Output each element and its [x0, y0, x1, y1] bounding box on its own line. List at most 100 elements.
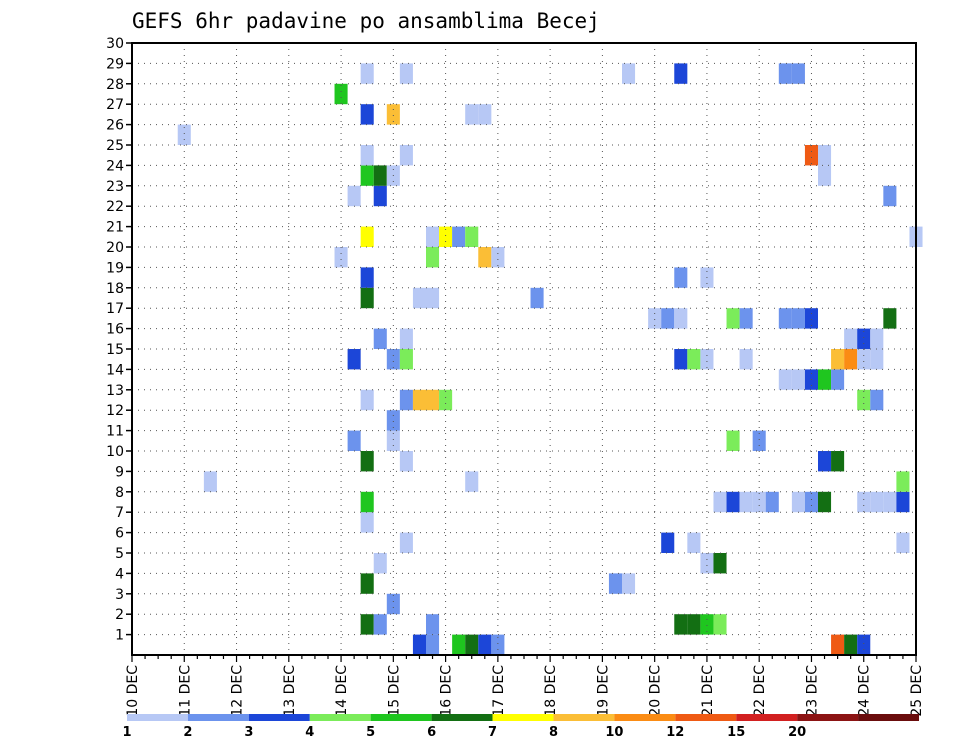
- heatmap-cell: [373, 165, 387, 186]
- heatmap-cell: [844, 634, 858, 655]
- heatmap-cell: [752, 491, 766, 513]
- heatmap-cell: [791, 308, 805, 329]
- x-axis: 10 DEC 11 DEC 12 DEC 13 DEC 14 DEC 15 DEC 16 D…: [125, 655, 925, 717]
- y-tick-label: 9: [115, 464, 124, 480]
- x-tick-label: 21 DEC: [700, 665, 716, 717]
- heatmap-cell: [687, 614, 701, 635]
- colorbar-label: 5: [366, 725, 375, 740]
- heatmap-cell: [804, 308, 818, 329]
- colorbar-swatch: [614, 714, 676, 721]
- heatmap-cell: [478, 104, 492, 125]
- heatmap-cell: [360, 63, 374, 84]
- heatmap-cell: [426, 287, 440, 309]
- y-tick-label: 26: [106, 118, 124, 134]
- heatmap-cell: [765, 491, 779, 513]
- heatmap-cell: [791, 491, 805, 513]
- heatmap-cell: [791, 369, 805, 390]
- heatmap-cell: [360, 226, 374, 247]
- heatmap-cell: [726, 430, 740, 451]
- heatmap-cell: [491, 634, 505, 655]
- y-tick-label: 18: [106, 281, 124, 297]
- heatmap-cell: [399, 63, 413, 84]
- colorbar-swatch: [736, 714, 798, 721]
- heatmap-cell: [804, 145, 818, 166]
- heatmap-cell: [687, 532, 701, 553]
- heatmap-cell: [491, 247, 505, 268]
- heatmap-cell: [739, 308, 753, 329]
- colorbar-label: 15: [727, 725, 745, 740]
- y-tick-label: 24: [106, 158, 124, 174]
- heatmap-cell: [373, 614, 387, 635]
- x-tick-label: 15 DEC: [386, 665, 402, 717]
- heatmap-cell: [804, 491, 818, 513]
- heatmap-cell: [452, 634, 466, 655]
- heatmap-cell: [399, 349, 413, 370]
- colorbar-swatch: [248, 714, 310, 721]
- heatmap-cell: [818, 451, 832, 472]
- heatmap-cell: [347, 430, 361, 451]
- y-tick-label: 27: [106, 97, 124, 113]
- colorbar-swatch: [370, 714, 432, 721]
- heatmap-cell: [752, 430, 766, 451]
- heatmap-cell: [347, 349, 361, 370]
- y-tick-label: 6: [115, 526, 124, 542]
- colorbar-label: 2: [183, 725, 192, 740]
- colorbar-label: 10: [605, 725, 623, 740]
- heatmap-cell: [648, 308, 662, 329]
- heatmap-cell: [412, 634, 426, 655]
- heatmap-cell: [465, 104, 479, 125]
- x-tick-label: 11 DEC: [177, 665, 193, 717]
- grid-lines: [132, 43, 916, 655]
- heatmap-cell: [726, 491, 740, 513]
- colorbar: 1 2 3 4 5 6 7 8 10 12 15 20: [122, 714, 919, 740]
- heatmap-cell: [622, 63, 636, 84]
- x-tick-label: 22 DEC: [752, 665, 768, 717]
- y-tick-label: 12: [106, 403, 124, 419]
- heatmap-cell: [674, 614, 688, 635]
- y-tick-label: 28: [106, 77, 124, 93]
- heatmap-cell: [857, 491, 871, 513]
- colorbar-swatch: [675, 714, 737, 721]
- heatmap-cell: [674, 308, 688, 329]
- heatmap-cell: [373, 328, 387, 349]
- heatmap-cell: [622, 573, 636, 594]
- heatmap-cell: [870, 491, 884, 513]
- colorbar-swatch: [553, 714, 615, 721]
- y-tick-label: 30: [106, 36, 124, 52]
- heatmap-cell: [818, 145, 832, 166]
- heatmap-cell: [896, 471, 910, 492]
- y-tick-label: 10: [106, 444, 124, 460]
- y-tick-label: 19: [106, 260, 124, 276]
- y-tick-label: 17: [106, 301, 124, 317]
- y-tick-label: 1: [115, 628, 124, 644]
- heatmap-cell: [399, 389, 413, 411]
- heatmap-cell: [412, 287, 426, 309]
- heatmap-cell: [386, 104, 400, 125]
- heatmap-cell: [674, 267, 688, 288]
- heatmap-cell: [360, 145, 374, 166]
- heatmap-cell: [778, 63, 792, 84]
- colorbar-label: 7: [488, 725, 497, 740]
- heatmap-cell: [426, 634, 440, 655]
- heatmap-cell: [844, 349, 858, 370]
- heatmap-cell: [883, 491, 897, 513]
- y-tick-label: 3: [115, 587, 124, 603]
- x-tick-label: 25 DEC: [909, 665, 925, 717]
- chart-title: GEFS 6hr padavine po ansamblima Becej: [132, 9, 600, 33]
- heatmap-cell: [700, 349, 714, 370]
- x-tick-label: 10 DEC: [125, 665, 141, 717]
- colorbar-label: 8: [549, 725, 558, 740]
- y-tick-label: 21: [106, 220, 124, 236]
- heatmap-cell: [661, 308, 675, 329]
- heatmap-cell: [857, 634, 871, 655]
- colorbar-label: 20: [788, 725, 806, 740]
- colorbar-label: 3: [244, 725, 253, 740]
- colorbar-swatch: [431, 714, 493, 721]
- heatmap-cell: [883, 308, 897, 329]
- y-tick-label: 25: [106, 138, 124, 154]
- heatmap-cell: [857, 389, 871, 411]
- heatmap-cell: [739, 491, 753, 513]
- heatmap-cell: [386, 349, 400, 370]
- heatmap-cell: [426, 614, 440, 635]
